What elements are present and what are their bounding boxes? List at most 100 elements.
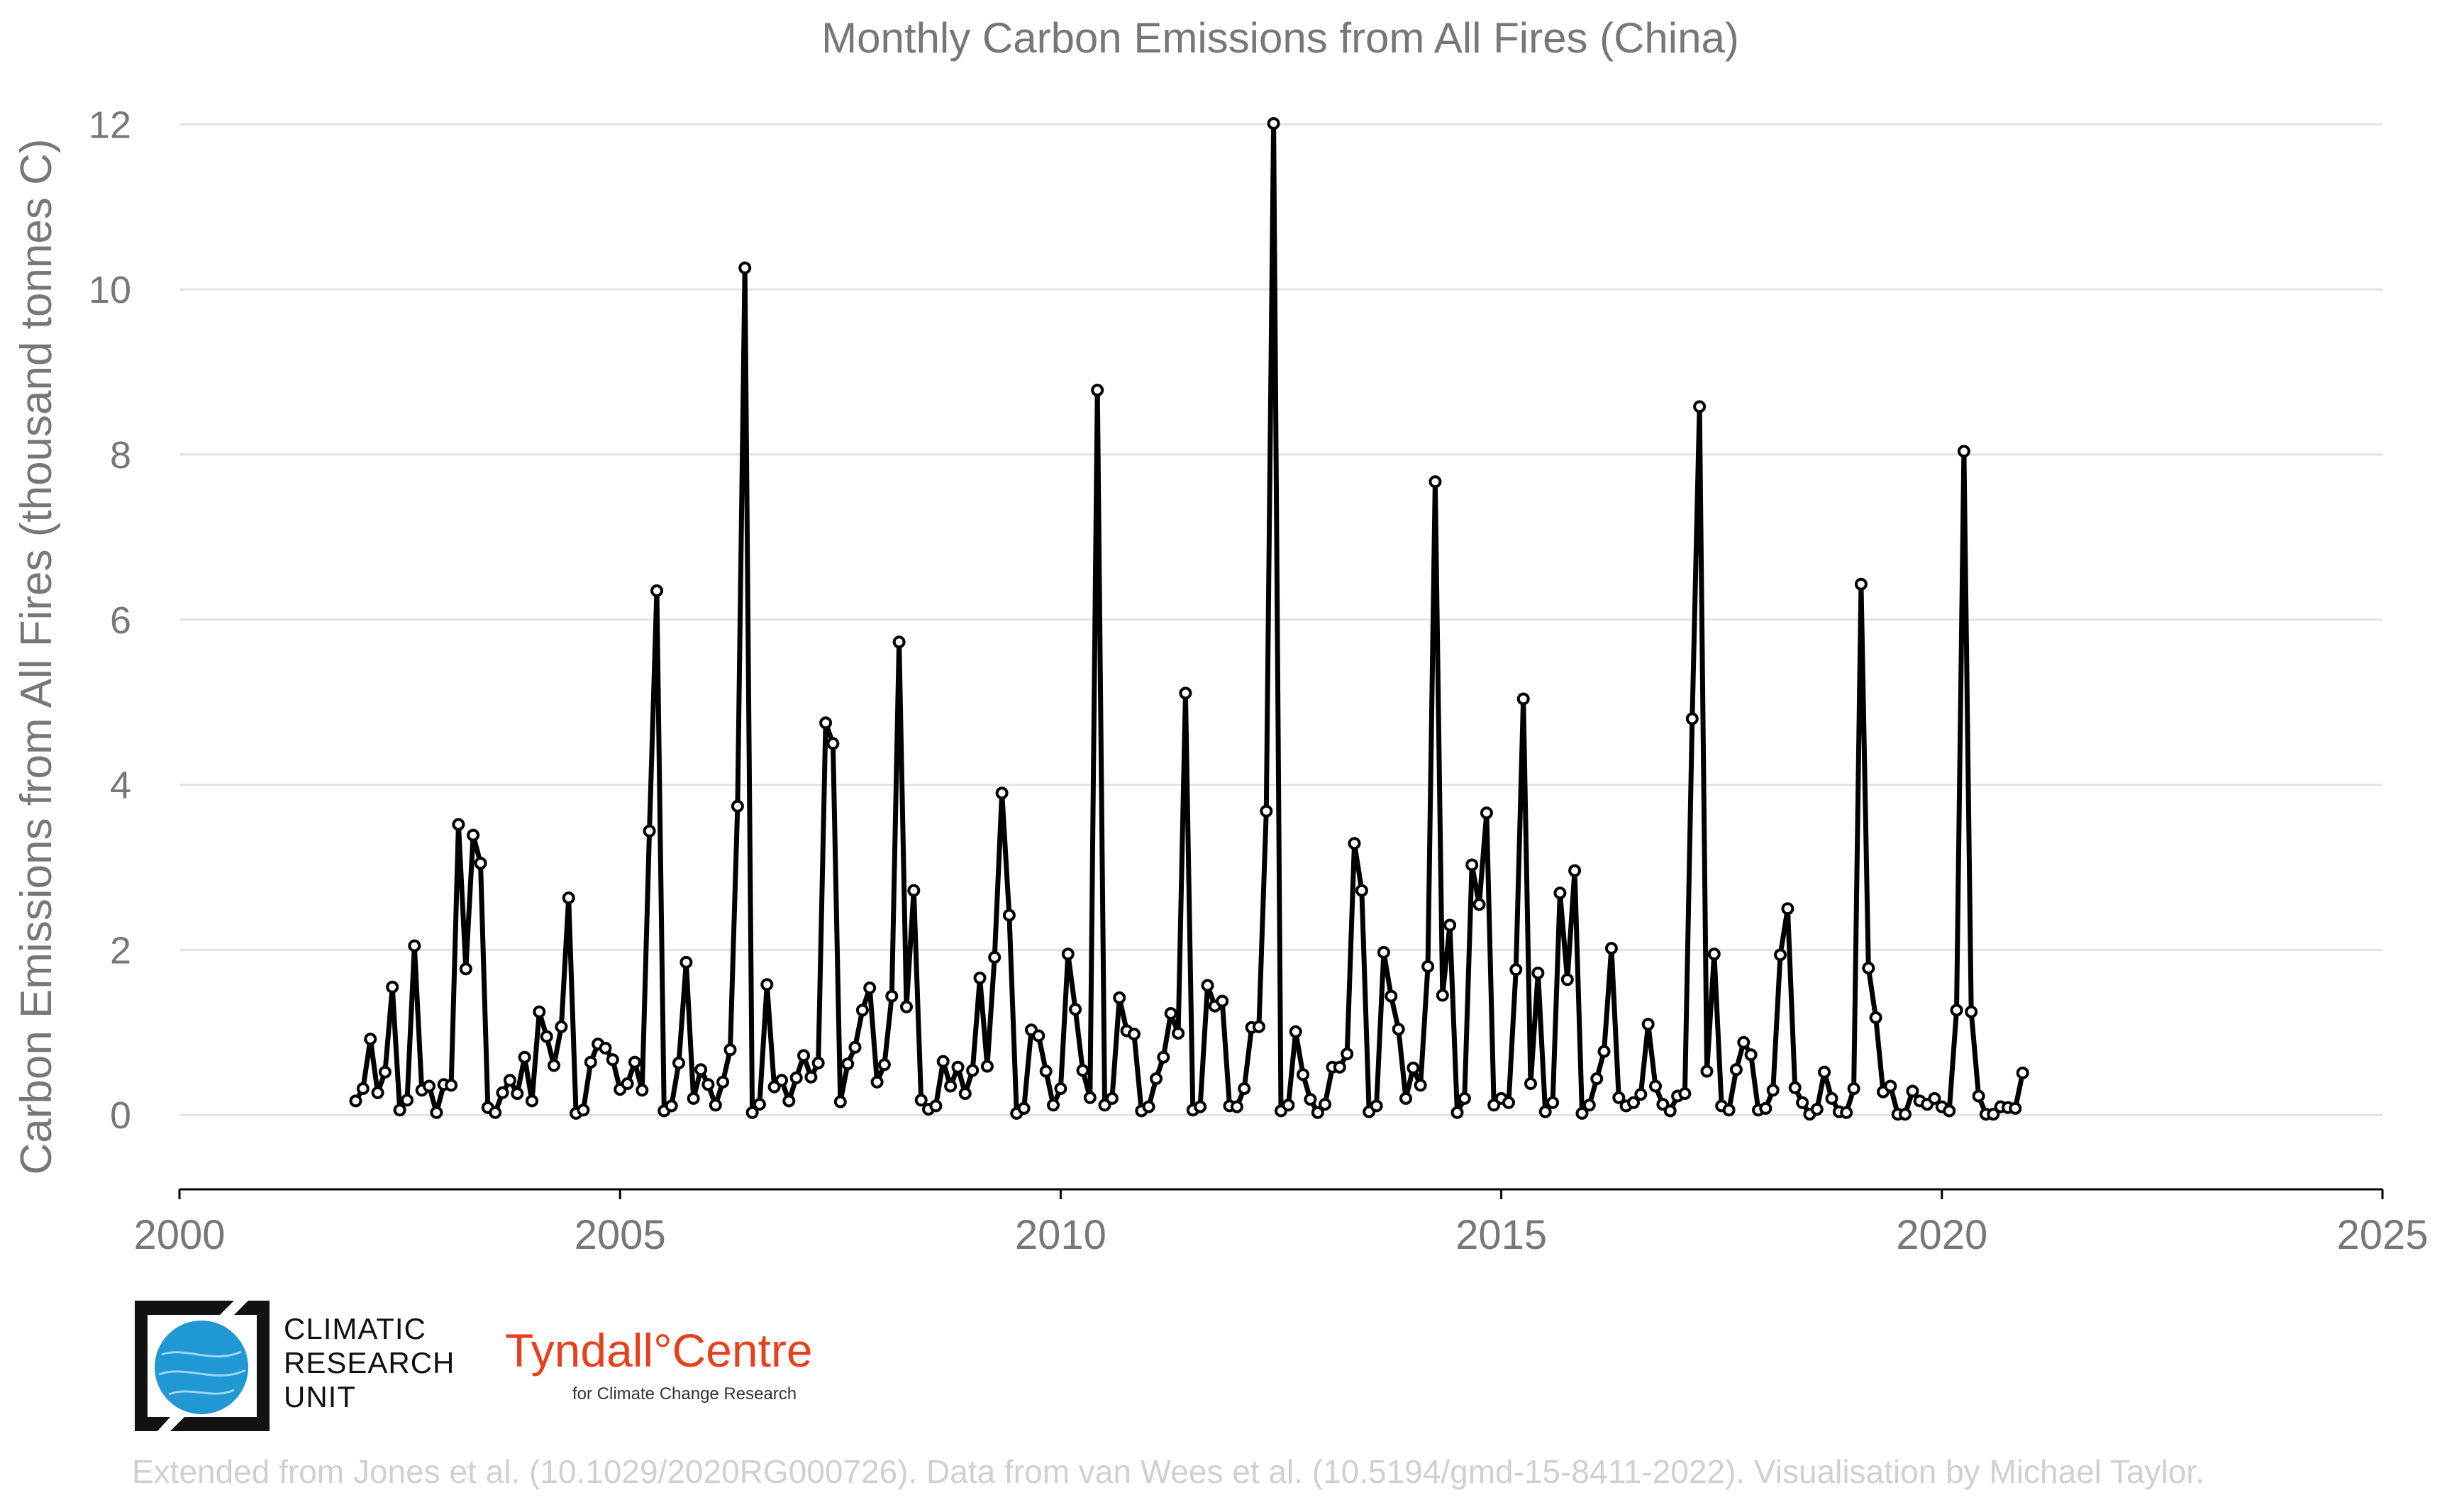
data-point <box>958 1087 972 1100</box>
data-point <box>907 884 921 897</box>
data-point <box>1957 445 1970 458</box>
data-point <box>1142 1100 1155 1113</box>
data-point <box>526 1094 538 1108</box>
x-tick-label: 2020 <box>1896 1212 1987 1258</box>
tyndall-logo: Tyndall°Centre for Climate Change Resear… <box>505 1323 813 1403</box>
data-point <box>349 1094 362 1108</box>
data-point <box>1399 1091 1412 1105</box>
data-point <box>474 857 487 870</box>
y-tick-labels: 0 2 4 6 8 10 12 <box>89 104 131 1137</box>
data-point <box>393 1104 406 1117</box>
credit-text: Extended from Jones et al. (10.1029/2020… <box>132 1453 2204 1490</box>
data-point <box>1553 886 1567 900</box>
data-point <box>1943 1104 1956 1118</box>
data-point <box>401 1094 414 1107</box>
data-point <box>723 1043 737 1057</box>
data-point <box>1568 864 1582 877</box>
data-point <box>1546 1096 1560 1109</box>
data-point <box>423 1079 436 1093</box>
data-point <box>1002 908 1016 922</box>
data-point <box>1590 1072 1604 1085</box>
data-point <box>1796 1096 1809 1109</box>
data-point <box>408 939 421 952</box>
data-point <box>1091 384 1104 397</box>
chart-title: Monthly Carbon Emissions from All Fires … <box>821 14 1739 62</box>
data-point <box>1201 979 1214 992</box>
data-point <box>811 1056 825 1069</box>
data-point <box>1729 1063 1743 1077</box>
data-point <box>1700 1064 1714 1078</box>
data-point <box>1634 1088 1648 1101</box>
y-tick-label: 6 <box>110 599 131 642</box>
data-point <box>1502 1096 1515 1109</box>
data-point <box>1450 1106 1464 1119</box>
data-point <box>1267 117 1280 130</box>
x-tick-label: 2015 <box>1455 1212 1547 1258</box>
data-point <box>1282 1099 1295 1112</box>
data-point <box>1509 963 1523 977</box>
data-point <box>701 1078 715 1091</box>
data-point <box>459 962 472 976</box>
data-point <box>496 1086 509 1099</box>
data-point <box>1443 918 1457 932</box>
cru-logo-text: CLIMATIC RESEARCH UNIT <box>284 1312 455 1414</box>
data-point <box>533 1005 546 1018</box>
data-point <box>577 1104 590 1117</box>
data-point <box>1575 1106 1589 1120</box>
data-point <box>1516 692 1530 706</box>
data-point <box>1407 1061 1420 1074</box>
data-point <box>599 1041 612 1055</box>
data-point <box>951 1060 965 1074</box>
data-point <box>760 978 774 991</box>
data-point <box>1194 1100 1207 1113</box>
y-tick-label: 2 <box>110 929 131 972</box>
data-point <box>1414 1079 1427 1092</box>
data-point <box>1965 1005 1978 1018</box>
data-point <box>966 1064 980 1077</box>
y-tick-label: 12 <box>89 104 131 146</box>
data-point <box>1744 1048 1758 1062</box>
data-point <box>1127 1028 1141 1041</box>
data-point <box>1538 1105 1552 1118</box>
data-point <box>1722 1104 1736 1117</box>
data-point <box>1333 1060 1346 1074</box>
data-point <box>679 955 693 969</box>
data-point <box>1884 1079 1897 1093</box>
data-point <box>1582 1099 1596 1112</box>
data-point <box>1781 902 1794 916</box>
data-point <box>863 982 877 994</box>
data-point <box>694 1063 708 1077</box>
data-point <box>687 1091 700 1105</box>
data-point <box>738 261 752 274</box>
data-point <box>1678 1087 1692 1100</box>
cru-logo-icon <box>135 1301 270 1431</box>
data-point <box>1061 947 1075 961</box>
data-point <box>378 1065 392 1079</box>
data-point <box>1818 1065 1831 1079</box>
data-point <box>1047 1099 1060 1112</box>
data-point <box>775 1074 788 1087</box>
data-point <box>1098 1099 1111 1112</box>
y-axis-label: Carbon Emissions from All Fires (thousan… <box>12 138 61 1174</box>
data-point <box>885 989 899 1003</box>
data-point <box>1825 1091 1838 1105</box>
data-point <box>489 1106 502 1119</box>
data-point <box>1759 1101 1773 1115</box>
data-point <box>848 1040 862 1054</box>
data-point <box>1663 1104 1677 1118</box>
x-tick-label: 2000 <box>133 1212 225 1258</box>
data-point <box>2009 1101 2022 1115</box>
data-point <box>650 584 663 597</box>
data-point <box>665 1099 678 1113</box>
data-point <box>1150 1072 1163 1085</box>
data-point <box>511 1087 524 1100</box>
data-point <box>672 1056 685 1069</box>
data-point <box>1179 686 1192 700</box>
data-point <box>1341 1047 1354 1061</box>
data-point <box>628 1055 641 1069</box>
y-tick-label: 8 <box>110 434 131 477</box>
data-point <box>1950 1004 1963 1017</box>
data-point <box>1685 712 1699 726</box>
data-point <box>1436 989 1449 1002</box>
data-point <box>1737 1035 1751 1049</box>
